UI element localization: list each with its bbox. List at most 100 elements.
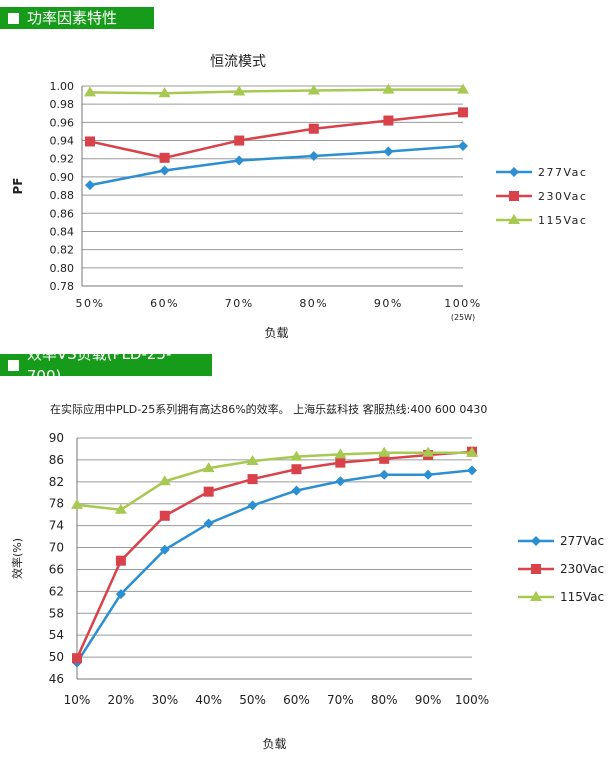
data-point-diamond	[335, 476, 346, 487]
x-tick-note: (25W)	[451, 313, 475, 322]
data-point-diamond	[509, 167, 519, 177]
x-tick-label: 70%	[327, 693, 354, 707]
data-point-triangle	[378, 446, 391, 457]
y-tick-label: 62	[49, 584, 64, 598]
x-tick-label: 40%	[195, 693, 222, 707]
data-point-diamond	[159, 544, 170, 555]
data-point-triangle	[508, 214, 520, 224]
data-point-square	[308, 123, 319, 134]
data-point-triangle	[202, 462, 215, 473]
data-point-diamond	[203, 518, 214, 529]
data-point-diamond	[159, 165, 170, 176]
data-point-triangle	[422, 446, 435, 457]
data-point-triangle	[307, 84, 320, 95]
data-point-diamond	[423, 469, 434, 480]
y-axis-label: 效率(%)	[10, 538, 24, 579]
data-point-diamond	[308, 151, 319, 161]
data-point-triangle	[114, 503, 127, 514]
data-point-triangle	[158, 87, 171, 98]
x-tick-label: 20%	[108, 693, 135, 707]
data-point-triangle	[334, 448, 347, 459]
data-point-diamond	[115, 589, 126, 600]
efficiency-note: 在实际应用中PLD-25系列拥有高达86%的效率。 上海乐兹科技 客服热线:40…	[50, 403, 488, 416]
y-tick-label: 54	[49, 628, 64, 642]
x-tick-label: 10%	[64, 693, 91, 707]
x-tick-label: 50%	[239, 693, 266, 707]
y-tick-label: 90	[49, 431, 64, 445]
data-point-square	[291, 464, 302, 475]
x-tick-label: 90%	[374, 297, 403, 310]
data-point-diamond	[531, 536, 541, 546]
y-tick-label: 74	[49, 519, 64, 533]
data-point-square	[509, 191, 519, 201]
square-bullet-icon	[8, 359, 19, 371]
data-point-triangle	[71, 498, 83, 509]
legend-label: 277Vac	[538, 166, 587, 179]
data-point-triangle	[158, 475, 171, 486]
y-tick-label: 66	[49, 562, 64, 576]
data-point-square	[85, 136, 95, 147]
series-line	[89, 111, 464, 160]
data-point-square	[531, 564, 541, 574]
efficiency-chart: 46 50 54 58 62 66 70 74 78 82 86 90 10% 20% 30% 40% 50% 6…	[10, 431, 604, 751]
data-point-square	[335, 457, 346, 468]
legend-label: 230Vac	[560, 562, 604, 576]
data-point-diamond	[291, 485, 302, 496]
data-point-square	[458, 107, 468, 118]
y-tick-label: 1.00	[50, 80, 75, 93]
y-tick-label: 0.80	[50, 262, 75, 275]
y-tick-label: 0.84	[50, 225, 75, 238]
data-point-diamond	[383, 146, 394, 157]
y-tick-label: 0.86	[50, 207, 75, 220]
series-line	[75, 450, 473, 659]
data-point-triangle	[233, 85, 246, 96]
data-point-square	[383, 115, 394, 126]
x-tick-label: 50%	[76, 297, 105, 310]
series-line	[89, 88, 463, 95]
legend-label: 230Vac	[538, 190, 587, 203]
data-point-triangle	[290, 450, 303, 461]
chart-title: 恒流模式	[210, 54, 266, 70]
y-tick-label: 78	[49, 497, 64, 511]
y-tick-label: 0.98	[50, 98, 75, 111]
y-tick-label: 0.82	[50, 244, 75, 257]
section-title: 功率因素特性	[27, 9, 118, 27]
data-point-triangle	[84, 86, 96, 97]
y-tick-label: 82	[49, 475, 64, 489]
data-point-triangle	[530, 591, 542, 601]
y-tick-label: 70	[49, 541, 64, 555]
data-point-square	[159, 152, 170, 163]
x-tick-label: 100%	[455, 693, 489, 707]
y-tick-label: 0.92	[50, 153, 75, 166]
section-header-power-factor: 功率因素特性	[0, 7, 154, 29]
y-tick-label: 0.96	[50, 116, 75, 129]
x-tick-label: 70%	[225, 297, 254, 310]
series-line	[75, 469, 473, 664]
data-point-square	[203, 486, 214, 497]
x-tick-label: 60%	[283, 693, 310, 707]
section-title: 效率VS负载(PLD-25-700)	[26, 345, 172, 385]
y-tick-label: 86	[49, 453, 64, 467]
legend-label: 115Vac	[538, 214, 587, 227]
x-tick-label: 80%	[299, 297, 328, 310]
x-tick-label: 90%	[415, 693, 442, 707]
y-tick-label: 50	[49, 650, 64, 664]
data-point-diamond	[467, 465, 477, 476]
data-point-square	[379, 453, 390, 464]
x-tick-label: 60%	[150, 297, 179, 310]
data-point-triangle	[382, 83, 395, 94]
data-point-diamond	[85, 180, 95, 191]
data-point-square	[159, 510, 170, 521]
y-tick-label: 46	[49, 672, 64, 686]
series-line	[76, 451, 472, 512]
data-point-diamond	[379, 469, 390, 480]
y-tick-label: 0.94	[50, 135, 75, 148]
data-point-diamond	[458, 141, 468, 151]
x-axis-label: 负载	[262, 737, 286, 751]
power-factor-chart: 恒流模式 0.78 0.80 0.82 0.84 0.86 0.88 0.90 0.92 0.94…	[11, 54, 587, 340]
data-point-diamond	[247, 500, 258, 511]
x-tick-label: 100%	[444, 297, 481, 310]
data-point-triangle	[246, 455, 259, 466]
data-point-square	[115, 555, 126, 566]
data-point-triangle	[466, 446, 478, 457]
